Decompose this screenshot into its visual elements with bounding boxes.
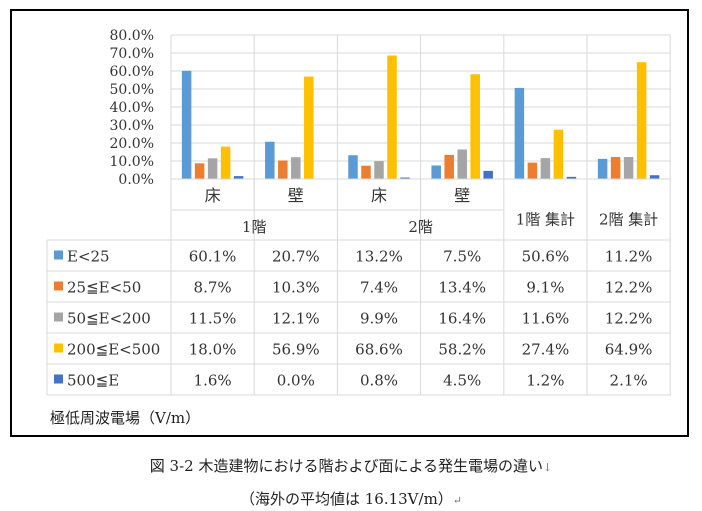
data-table-cell: 13.4% bbox=[438, 279, 486, 297]
bar bbox=[514, 87, 525, 179]
bar bbox=[457, 149, 467, 179]
legend-label: 50≦E<200 bbox=[67, 310, 151, 328]
data-table-cell: 50.6% bbox=[522, 248, 570, 266]
category-label: 壁 bbox=[288, 186, 304, 205]
data-table-cell: 1.2% bbox=[526, 372, 564, 390]
bar bbox=[444, 154, 454, 179]
legend-key bbox=[54, 281, 63, 291]
caption-line2: （海外の平均値は 16.13V/m） bbox=[239, 490, 453, 508]
data-table-cell: 12.2% bbox=[605, 310, 653, 328]
data-table-cell: 58.2% bbox=[438, 341, 486, 359]
bar bbox=[361, 165, 371, 179]
category-label: 床 bbox=[205, 186, 221, 205]
legend-key bbox=[54, 250, 63, 260]
unit-note: 極低周波電場（V/m） bbox=[50, 409, 201, 427]
bar bbox=[233, 176, 244, 179]
bar bbox=[597, 158, 608, 179]
data-table-cell: 11.5% bbox=[189, 310, 237, 328]
legend-label: 500≦E bbox=[67, 372, 119, 390]
data-table-cell: 12.2% bbox=[605, 279, 653, 297]
data-table-cell: 56.9% bbox=[272, 341, 320, 359]
caption-mark1: ↓ bbox=[543, 461, 553, 474]
bar bbox=[207, 158, 218, 179]
bar bbox=[278, 160, 288, 179]
bar bbox=[387, 55, 397, 179]
y-tick-label: 10.0% bbox=[110, 154, 154, 170]
data-table-cell: 13.2% bbox=[355, 248, 403, 266]
category-group-label: 1階 bbox=[242, 218, 267, 236]
bar bbox=[566, 176, 577, 179]
bar bbox=[649, 175, 660, 179]
data-table-cell: 10.3% bbox=[272, 279, 320, 297]
bar bbox=[540, 158, 551, 179]
category-label: 2階 集計 bbox=[599, 211, 658, 229]
bar bbox=[483, 170, 493, 179]
data-table-cell: 11.6% bbox=[522, 310, 570, 328]
bar bbox=[610, 157, 621, 179]
legend-key bbox=[54, 312, 63, 322]
bar bbox=[636, 62, 647, 179]
data-table-cell: 0.0% bbox=[277, 372, 315, 390]
caption-mark2: ↵ bbox=[452, 494, 463, 507]
y-tick-label: 30.0% bbox=[110, 118, 154, 134]
category-label: 床 bbox=[371, 186, 387, 205]
y-tick-label: 80.0% bbox=[110, 28, 154, 44]
data-table-cell: 0.8% bbox=[360, 372, 398, 390]
data-table-cell: 64.9% bbox=[605, 341, 653, 359]
chart: 0.0% 10.0% 20.0% 30.0% 40.0% 50.0% 60.0% 70.0% 8… bbox=[46, 28, 671, 396]
bar bbox=[265, 141, 275, 179]
data-table-cell: 1.6% bbox=[194, 372, 232, 390]
legend-label: 200≦E<500 bbox=[67, 341, 160, 359]
caption-line1: 図 3-2 木造建物における階および面による発生電場の違い bbox=[149, 457, 544, 475]
data-table-cell: 9.9% bbox=[360, 310, 398, 328]
data-table-cell: 20.7% bbox=[272, 248, 320, 266]
legend-key bbox=[54, 374, 63, 384]
category-group-label: 2階 bbox=[408, 218, 433, 236]
figure-subcaption: （海外の平均値は 16.13V/m）↵ bbox=[0, 488, 702, 509]
y-tick-label: 0.0% bbox=[118, 172, 154, 188]
y-tick-label: 50.0% bbox=[110, 82, 154, 98]
bar bbox=[400, 177, 410, 179]
legend-key bbox=[54, 343, 63, 353]
data-table-cell: 7.5% bbox=[443, 248, 481, 266]
bar bbox=[220, 146, 231, 179]
data-table-cell: 9.1% bbox=[526, 279, 564, 297]
bar bbox=[181, 70, 192, 179]
data-table-cell: 7.4% bbox=[360, 279, 398, 297]
figure-caption: 図 3-2 木造建物における階および面による発生電場の違い↓ bbox=[0, 455, 702, 476]
data-table-cell: 60.1% bbox=[189, 248, 237, 266]
category-label: 1階 集計 bbox=[516, 211, 575, 229]
data-table-cell: 18.0% bbox=[189, 341, 237, 359]
data-table-cell: 16.4% bbox=[438, 310, 486, 328]
y-tick-label: 60.0% bbox=[110, 64, 154, 80]
chart-frame: 0.0% 10.0% 20.0% 30.0% 40.0% 50.0% 60.0% 70.0% 8… bbox=[10, 9, 689, 437]
bar bbox=[374, 161, 384, 179]
category-label: 壁 bbox=[454, 186, 470, 205]
bar bbox=[291, 157, 301, 179]
bar bbox=[527, 162, 538, 179]
bar bbox=[431, 165, 441, 179]
data-table-cell: 8.7% bbox=[194, 279, 232, 297]
y-tick-label: 70.0% bbox=[110, 46, 154, 62]
bar bbox=[623, 157, 634, 179]
data-table-cell: 27.4% bbox=[522, 341, 570, 359]
bar bbox=[348, 155, 358, 179]
y-tick-label: 40.0% bbox=[110, 100, 154, 116]
y-tick-label: 20.0% bbox=[110, 136, 154, 152]
data-table-cell: 11.2% bbox=[605, 248, 653, 266]
bar bbox=[470, 74, 480, 179]
legend-label: 25≦E<50 bbox=[67, 279, 141, 297]
bar bbox=[304, 76, 314, 179]
data-table-cell: 68.6% bbox=[355, 341, 403, 359]
data-table-cell: 2.1% bbox=[610, 372, 648, 390]
legend-label: E<25 bbox=[67, 248, 110, 266]
data-table-cell: 12.1% bbox=[272, 310, 320, 328]
bar bbox=[553, 129, 564, 179]
bar bbox=[194, 163, 205, 179]
data-table-cell: 4.5% bbox=[443, 372, 481, 390]
